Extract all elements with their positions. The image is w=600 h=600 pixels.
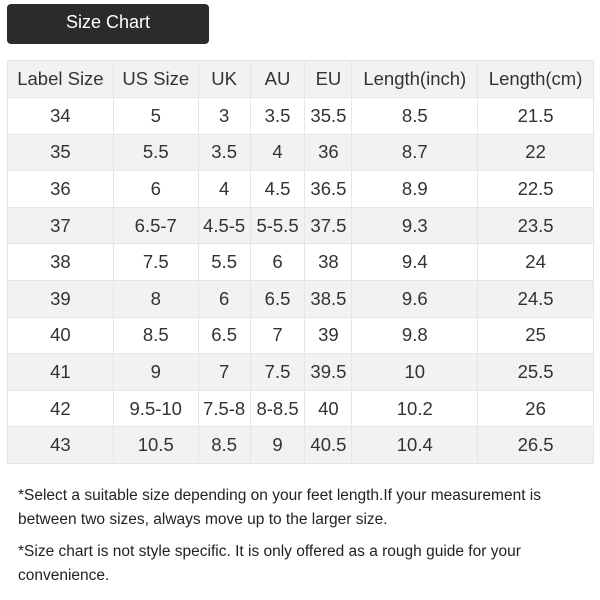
table-cell: 8.5 [112, 316, 199, 355]
table-cell: 8 [112, 279, 199, 318]
table-cell: 35 [7, 133, 114, 172]
table-cell: 24 [477, 243, 594, 281]
size-chart-table: Label Size US Size UK AU EU Length(inch) Lengt… [7, 60, 594, 464]
column-header: Label Size [7, 60, 114, 98]
table-cell: 42 [7, 389, 114, 428]
table-cell: 5.5 [112, 133, 199, 172]
table-row: 35 5.5 3.5 4 36 8.7 22 [7, 133, 594, 172]
table-cell: 4.5 [249, 170, 306, 208]
table-cell: 8.5 [197, 426, 251, 464]
table-cell: 4.5-5 [197, 206, 251, 245]
table-cell: 8-8.5 [249, 389, 306, 428]
table-cell: 23.5 [477, 206, 594, 245]
table-cell: 3.5 [249, 97, 306, 135]
table-row: 37 6.5-7 4.5-5 5-5.5 37.5 9.3 23.5 [7, 206, 594, 245]
table-cell: 4 [197, 170, 251, 208]
table-cell: 36 [7, 170, 114, 208]
table-cell: 7.5 [249, 353, 306, 391]
table-row: 36 6 4 4.5 36.5 8.9 22.5 [7, 170, 594, 208]
table-row: 42 9.5-10 7.5-8 8-8.5 40 10.2 26 [7, 389, 594, 428]
table-cell: 39 [7, 279, 114, 318]
table-row: 38 7.5 5.5 6 38 9.4 24 [7, 243, 594, 281]
table-cell: 38 [7, 243, 114, 281]
table-cell: 38 [304, 243, 353, 281]
table-cell: 22 [477, 133, 594, 172]
table-cell: 9.3 [351, 206, 479, 245]
table-cell: 10.5 [112, 426, 199, 464]
table-cell: 41 [7, 353, 114, 391]
table-cell: 37 [7, 206, 114, 245]
table-cell: 7 [197, 353, 251, 391]
table-row: 34 5 3 3.5 35.5 8.5 21.5 [7, 97, 594, 135]
table-cell: 26.5 [477, 426, 594, 464]
table-cell: 6 [197, 279, 251, 318]
size-notes: *Select a suitable size depending on you… [18, 484, 593, 596]
table-cell: 25 [477, 316, 594, 355]
column-header: UK [197, 60, 251, 98]
table-cell: 38.5 [304, 279, 353, 318]
table-cell: 24.5 [477, 279, 594, 318]
table-cell: 40 [304, 389, 353, 428]
table-cell: 10.2 [351, 389, 479, 428]
table-cell: 35.5 [304, 97, 353, 135]
table-cell: 36.5 [304, 170, 353, 208]
note-fit: *Select a suitable size depending on you… [18, 487, 542, 528]
table-cell: 9.6 [351, 279, 479, 318]
table-cell: 4 [249, 133, 306, 172]
table-cell: 7.5-8 [197, 389, 251, 428]
table-cell: 26 [477, 389, 594, 428]
table-cell: 6.5-7 [112, 206, 199, 245]
table-row: 39 8 6 6.5 38.5 9.6 24.5 [7, 279, 594, 318]
table-cell: 34 [7, 97, 114, 135]
table-row: 41 9 7 7.5 39.5 10 25.5 [7, 353, 594, 391]
table-cell: 10.4 [351, 426, 479, 464]
table-row: 43 10.5 8.5 9 40.5 10.4 26.5 [7, 426, 594, 464]
table-cell: 3.5 [197, 133, 251, 172]
table-cell: 9 [112, 353, 199, 391]
table-cell: 9.4 [351, 243, 479, 281]
table-cell: 6 [249, 243, 306, 281]
table-cell: 39 [304, 316, 353, 355]
table-cell: 43 [7, 426, 114, 464]
table-cell: 10 [351, 353, 479, 391]
table-cell: 6.5 [249, 279, 306, 318]
table-cell: 21.5 [477, 97, 594, 135]
table-cell: 8.7 [351, 133, 479, 172]
table-cell: 7 [249, 316, 306, 355]
table-cell: 8.9 [351, 170, 479, 208]
table-cell: 36 [304, 133, 353, 172]
size-chart-title: Size Chart [7, 4, 209, 44]
table-cell: 3 [197, 97, 251, 135]
column-header: EU [304, 60, 353, 98]
column-header: US Size [112, 60, 199, 98]
table-cell: 40 [7, 316, 114, 355]
note-disclaimer: *Size chart is not style specific. It is… [18, 543, 521, 584]
table-cell: 22.5 [477, 170, 594, 208]
column-header: Length(cm) [477, 60, 594, 98]
table-cell: 40.5 [304, 426, 353, 464]
table-cell: 8.5 [351, 97, 479, 135]
table-cell: 5-5.5 [249, 206, 306, 245]
table-cell: 5.5 [197, 243, 251, 281]
column-header: AU [249, 60, 306, 98]
table-cell: 39.5 [304, 353, 353, 391]
column-header: Length(inch) [351, 60, 479, 98]
table-cell: 9.5-10 [112, 389, 199, 428]
table-cell: 9.8 [351, 316, 479, 355]
table-cell: 6.5 [197, 316, 251, 355]
table-cell: 5 [112, 97, 199, 135]
table-header-row: Label Size US Size UK AU EU Length(inch) Lengt… [7, 60, 594, 98]
table-cell: 37.5 [304, 206, 353, 245]
table-cell: 9 [249, 426, 306, 464]
table-cell: 6 [112, 170, 199, 208]
table-cell: 25.5 [477, 353, 594, 391]
table-row: 40 8.5 6.5 7 39 9.8 25 [7, 316, 594, 355]
table-cell: 7.5 [112, 243, 199, 281]
